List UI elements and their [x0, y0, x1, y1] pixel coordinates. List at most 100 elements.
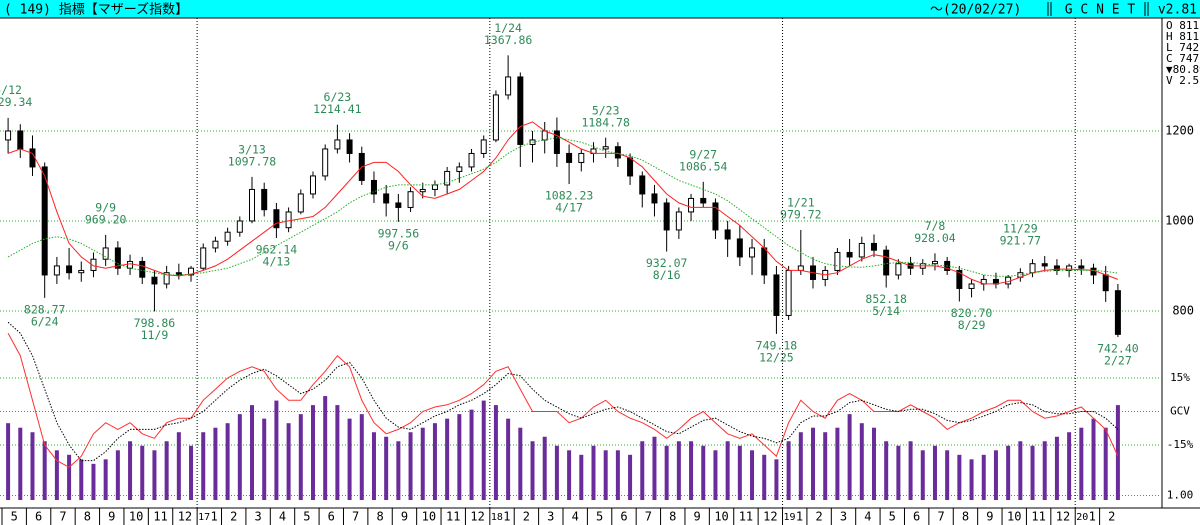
osc-tick-label: GCV [1170, 405, 1190, 418]
x-tick-label: 1 [503, 510, 510, 524]
oscillator-line [7, 333, 1119, 468]
info-value: H 811.9 [1166, 30, 1200, 43]
annotation-date: 9/27 [689, 148, 717, 162]
candle-body [1114, 290, 1121, 335]
annotation-date: 6/24 [31, 315, 59, 329]
bar [725, 441, 730, 500]
bar [189, 445, 194, 500]
bar [676, 441, 681, 500]
x-tick-label: 4 [279, 510, 286, 524]
candle-body [956, 269, 963, 289]
header-version: v2.81 [1158, 3, 1197, 18]
candle-body [700, 197, 707, 204]
x-tick-label: 12 [1056, 510, 1070, 524]
candle-body [370, 179, 377, 195]
candle-body [541, 130, 548, 141]
bar [42, 441, 47, 500]
info-value: O 811.8 [1166, 19, 1200, 32]
x-tick-label: 8 [962, 510, 969, 524]
x-tick-label: 8 [84, 510, 91, 524]
x-tick-label: 12 [470, 510, 484, 524]
bar [908, 441, 913, 500]
candle-body [212, 240, 219, 249]
candle-body [553, 130, 560, 154]
annotation-value: 1082.23 [545, 188, 594, 202]
candle-body [797, 265, 804, 271]
bar [896, 445, 901, 500]
candle-body [883, 249, 890, 276]
annotation-date: 4/13 [263, 254, 291, 268]
osc-tick-label: -15% [1167, 438, 1194, 451]
bar [298, 414, 303, 500]
candle-body [66, 265, 73, 274]
x-tick-label: 11 [1031, 510, 1045, 524]
bar [225, 423, 230, 500]
year-label: 19 [784, 512, 796, 523]
bar [884, 441, 889, 500]
annotation-date: 4/17 [555, 200, 583, 214]
candle-body [1029, 263, 1036, 274]
candle-body [395, 202, 402, 208]
x-tick-label: 7 [59, 510, 66, 524]
header-brand: G C N E T [1065, 3, 1136, 18]
year-label: 20 [1076, 512, 1088, 523]
x-tick-label: 7 [645, 510, 652, 524]
bar [359, 414, 364, 500]
annotation-value: 852.18 [865, 292, 907, 306]
annotation-value: 921.77 [1000, 234, 1042, 248]
bar [91, 463, 96, 500]
candle-body [188, 267, 195, 276]
bar [945, 450, 950, 500]
candle-body [297, 193, 304, 213]
bar [506, 418, 511, 500]
x-tick-label: 4 [864, 510, 871, 524]
info-value: L 742.4 [1166, 41, 1200, 54]
bar [823, 432, 828, 500]
x-tick-label: 7 [352, 510, 359, 524]
bar [542, 436, 547, 500]
candle-body [931, 260, 938, 265]
y-tick-label: 800 [1172, 303, 1194, 317]
x-tick-label: 3 [840, 510, 847, 524]
candle-body [273, 209, 280, 229]
x-tick-label: 9 [108, 510, 115, 524]
candle-body [175, 272, 182, 276]
x-tick-label: 8 [669, 510, 676, 524]
x-tick-label: 1 [211, 510, 218, 524]
x-tick-label: 12 [763, 510, 777, 524]
candle-body [468, 152, 475, 168]
candle-body [834, 251, 841, 271]
candle-body [1041, 263, 1048, 267]
annotation-value: 1184.78 [581, 115, 630, 129]
candle-body [480, 139, 487, 154]
bar [664, 445, 669, 500]
bar [1030, 445, 1035, 500]
bar [115, 450, 120, 500]
bar [786, 441, 791, 500]
bar [798, 432, 803, 500]
candle-body [895, 263, 902, 276]
x-tick-label: 6 [913, 510, 920, 524]
annotation-value: 997.56 [378, 227, 420, 241]
x-tick-label: 6 [328, 510, 335, 524]
bar [201, 432, 206, 500]
x-tick-label: 5 [596, 510, 603, 524]
candle-body [224, 231, 231, 242]
bar [164, 441, 169, 500]
candle-body [602, 146, 609, 150]
info-value: C 747.6 [1166, 52, 1200, 65]
annotation-date: 8/16 [653, 268, 681, 282]
annotation-value: 932.07 [646, 256, 688, 270]
annotation-value: 928.04 [914, 231, 956, 245]
bar [871, 427, 876, 500]
bar [176, 432, 181, 500]
candle-body [639, 175, 646, 195]
candle-body [968, 283, 975, 289]
annotation-value: 749.18 [756, 338, 798, 352]
annotation-date: 5/14 [872, 304, 900, 318]
candle-body [505, 76, 512, 96]
bar [689, 441, 694, 500]
bar [835, 427, 840, 500]
candle-body [688, 197, 695, 213]
